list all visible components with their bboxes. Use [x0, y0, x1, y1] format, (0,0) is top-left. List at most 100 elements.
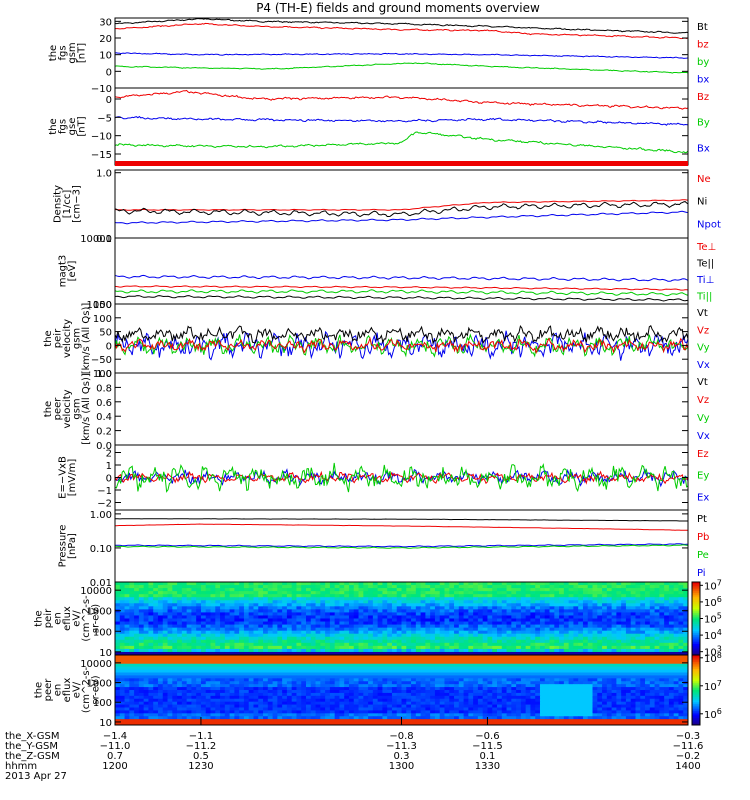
heatmap-cell	[263, 684, 269, 688]
heatmap-cell	[525, 639, 531, 644]
heatmap-cell	[172, 678, 178, 682]
heatmap-cell	[277, 690, 283, 694]
heatmap-cell	[525, 692, 531, 697]
heatmap-cell	[334, 588, 340, 592]
heatmap-cell	[282, 695, 288, 700]
heatmap-cell	[267, 651, 273, 656]
heatmap-cell	[520, 639, 527, 644]
heatmap-cell	[539, 687, 546, 691]
heatmap-cell	[497, 657, 503, 662]
heatmap-cell	[253, 582, 259, 586]
heatmap-cell	[191, 600, 197, 604]
heatmap-cell	[439, 603, 445, 607]
heatmap-cell	[578, 606, 584, 610]
heatmap-cell	[683, 621, 689, 625]
heatmap-cell	[291, 687, 297, 691]
heatmap-cell	[544, 642, 550, 647]
heatmap-cell	[511, 630, 517, 635]
heatmap-cell	[315, 698, 321, 703]
heatmap-cell	[205, 687, 211, 691]
heatmap-cell	[282, 660, 288, 665]
heatmap-cell	[659, 597, 665, 601]
heatmap-cell	[468, 648, 474, 653]
heatmap-cell	[243, 609, 250, 613]
heatmap-cell	[645, 588, 651, 592]
heatmap-cell	[382, 645, 388, 650]
heatmap-cell	[525, 600, 531, 604]
heatmap-cell	[229, 678, 235, 682]
heatmap-cell	[196, 630, 202, 635]
heatmap-cell	[468, 636, 474, 641]
heatmap-cell	[363, 633, 369, 638]
heatmap-cell	[506, 603, 512, 607]
heatmap-cell	[511, 642, 517, 647]
heatmap-cell	[506, 692, 512, 697]
heatmap-cell	[454, 657, 460, 662]
heatmap-cell	[477, 684, 484, 688]
heatmap-cell	[167, 597, 173, 601]
heatmap-cell	[659, 615, 665, 619]
heatmap-cell	[649, 606, 655, 610]
heatmap-cell	[363, 681, 369, 685]
heatmap-cell	[296, 606, 302, 610]
heatmap-cell	[473, 603, 479, 607]
colorbar-segment	[692, 629, 700, 632]
heatmap-cell	[339, 657, 345, 662]
heatmap-cell	[573, 627, 579, 632]
heatmap-cell	[444, 684, 450, 688]
heatmap-cell	[439, 669, 445, 673]
heatmap-cell	[234, 582, 240, 586]
heatmap-cell	[239, 663, 245, 668]
heatmap-cell	[148, 690, 154, 694]
heatmap-cell	[430, 624, 436, 629]
heatmap-cell	[530, 582, 536, 586]
heatmap-cell	[358, 624, 364, 629]
heatmap-cell	[143, 657, 149, 662]
heatmap-cell	[415, 618, 422, 622]
heatmap-cell	[587, 642, 593, 647]
heatmap-cell	[320, 627, 326, 632]
heatmap-cell	[382, 591, 388, 595]
heatmap-cell	[645, 585, 651, 589]
heatmap-cell	[191, 645, 197, 650]
heatmap-cell	[377, 612, 383, 616]
heatmap-cell	[539, 624, 546, 629]
heatmap-cell	[210, 618, 216, 622]
heatmap-cell	[602, 672, 608, 676]
heatmap-cell	[124, 615, 130, 619]
heatmap-cell	[434, 636, 441, 641]
heatmap-cell	[301, 603, 307, 607]
heatmap-cell	[310, 591, 316, 595]
heatmap-cell	[554, 684, 560, 688]
heatmap-cell	[391, 648, 398, 653]
heatmap-cell	[630, 603, 636, 607]
heatmap-cell	[115, 645, 121, 650]
heatmap-cell	[516, 636, 522, 641]
heatmap-cell	[401, 660, 407, 665]
heatmap-cell	[477, 645, 484, 650]
heatmap-cell	[406, 633, 412, 638]
heatmap-cell	[659, 690, 665, 694]
heatmap-cell	[559, 660, 565, 665]
heatmap-cell	[210, 642, 216, 647]
heatmap-cell	[578, 687, 584, 691]
heatmap-cell	[172, 655, 178, 659]
heatmap-cell	[434, 695, 441, 700]
heatmap-cell	[177, 609, 183, 613]
heatmap-cell	[501, 612, 507, 616]
heatmap-cell	[372, 687, 379, 691]
heatmap-cell	[286, 609, 293, 613]
heatmap-cell	[444, 582, 450, 586]
heatmap-cell	[645, 642, 651, 647]
colorbar-segment	[692, 602, 700, 605]
colorbar-segment	[692, 622, 700, 625]
heatmap-cell	[678, 597, 684, 601]
series-Ni	[114, 201, 689, 218]
heatmap-cell	[659, 695, 665, 700]
heatmap-cell	[463, 675, 469, 679]
heatmap-cell	[291, 609, 297, 613]
heatmap-cell	[234, 594, 240, 598]
heatmap-cell	[625, 695, 632, 700]
heatmap-cell	[621, 633, 627, 638]
heatmap-cell	[353, 606, 359, 610]
